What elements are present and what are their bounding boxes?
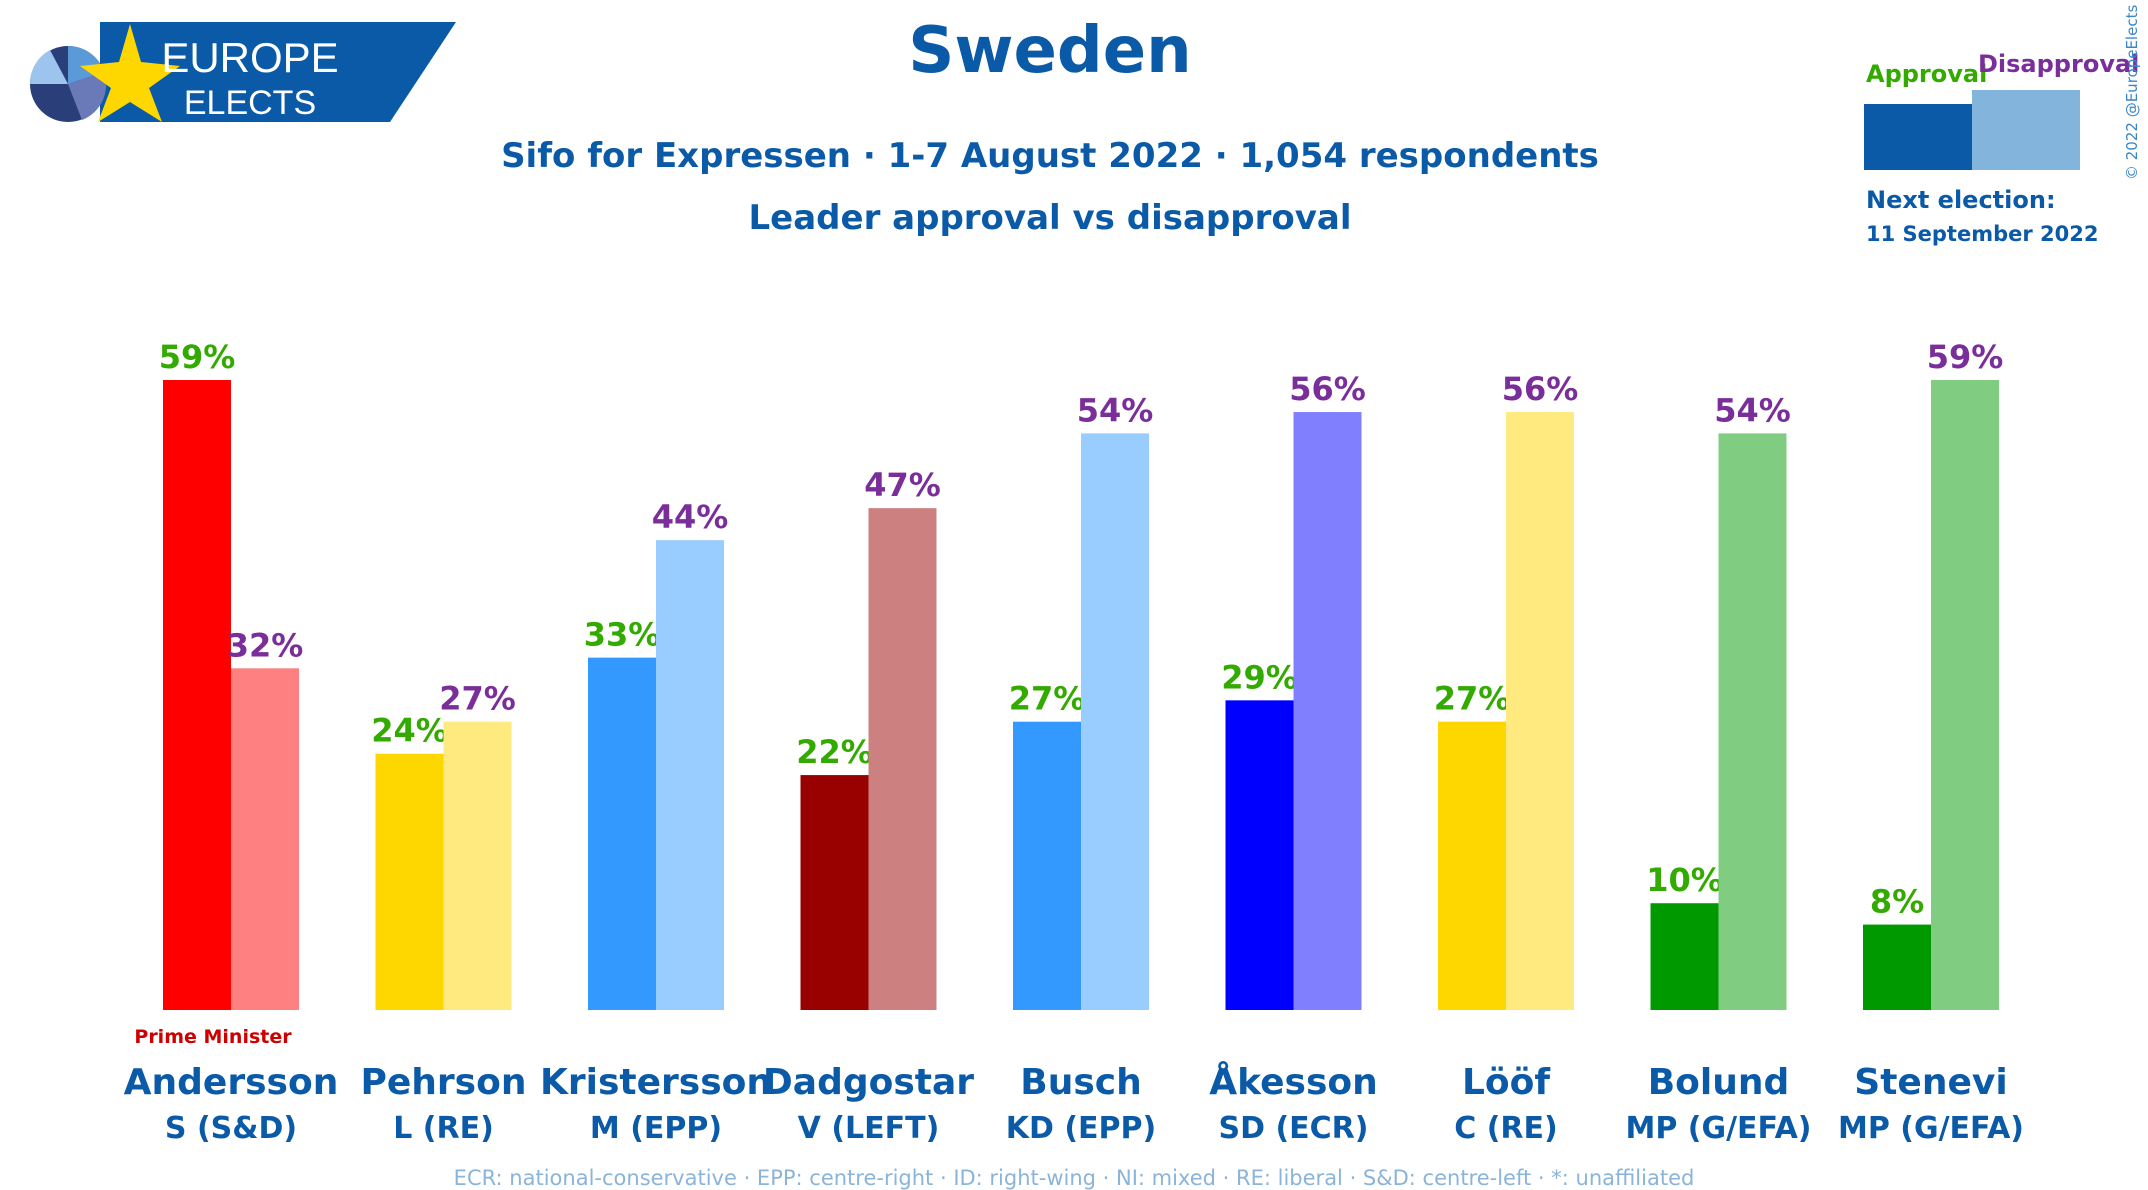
approval-bar xyxy=(800,775,869,1010)
leader-name-label: Kristersson xyxy=(540,1062,772,1103)
party-label: SD (ECR) xyxy=(1219,1111,1369,1146)
disapproval-bar xyxy=(1718,433,1787,1010)
party-group-footnote: ECR: national-conservative · EPP: centre… xyxy=(453,1166,1695,1190)
disapproval-value-label: 56% xyxy=(1502,370,1579,408)
disapproval-bar xyxy=(1506,412,1574,1010)
disapproval-bar xyxy=(1081,433,1149,1010)
disapproval-value-label: 47% xyxy=(864,466,941,504)
leader-name-label: Bolund xyxy=(1648,1062,1790,1103)
approval-bar xyxy=(375,753,444,1010)
approval-value-label: 27% xyxy=(1009,680,1086,718)
disapproval-value-label: 44% xyxy=(652,498,729,536)
logo-star-icon xyxy=(80,24,180,122)
approval-bar xyxy=(1225,700,1294,1010)
logo-text-europe: EUROPE xyxy=(161,34,338,81)
approval-value-label: 24% xyxy=(371,712,448,750)
disapproval-bar xyxy=(231,668,299,1010)
leader-name-label: Dadgostar xyxy=(763,1062,974,1103)
approval-value-label: 10% xyxy=(1646,861,1723,899)
approval-bar xyxy=(163,380,231,1010)
leader-name-label: Lööf xyxy=(1462,1062,1550,1103)
party-label: MP (G/EFA) xyxy=(1838,1111,2024,1146)
approval-bar xyxy=(1650,903,1719,1010)
approval-bar xyxy=(588,657,656,1010)
disapproval-value-label: 56% xyxy=(1289,370,1366,408)
approval-value-label: 33% xyxy=(584,616,661,654)
party-label: KD (EPP) xyxy=(1006,1111,1156,1146)
legend-approval-swatch xyxy=(1864,104,1972,170)
disapproval-value-label: 54% xyxy=(1714,391,1791,429)
approval-bar xyxy=(1863,924,1931,1010)
approval-bar xyxy=(1438,721,1506,1010)
disapproval-bar xyxy=(1931,380,1999,1010)
party-label: C (RE) xyxy=(1454,1111,1557,1146)
next-election-label: Next election: xyxy=(1866,186,2056,214)
approval-value-label: 59% xyxy=(159,338,236,376)
prime-minister-annotation: Prime Minister xyxy=(134,1026,292,1048)
leader-name-label: Pehrson xyxy=(361,1062,527,1103)
copyright-notice: © 2022 @EuropeElects xyxy=(2123,4,2141,180)
approval-value-label: 8% xyxy=(1870,883,1924,921)
page-title: Sweden xyxy=(908,14,1192,88)
approval-bar xyxy=(1013,721,1081,1010)
leader-name-label: Åkesson xyxy=(1209,1061,1377,1103)
leader-name-label: Busch xyxy=(1020,1062,1141,1103)
next-election-date: 11 September 2022 xyxy=(1866,222,2099,246)
disapproval-bar xyxy=(656,540,724,1010)
disapproval-bar xyxy=(443,721,512,1010)
party-label: V (LEFT) xyxy=(798,1111,940,1146)
disapproval-value-label: 32% xyxy=(227,626,304,664)
party-label: S (S&D) xyxy=(165,1111,297,1146)
chart-legend: Approval Disapproval xyxy=(1860,48,2139,268)
legend-disapproval-label: Disapproval xyxy=(1978,50,2140,78)
approval-value-label: 27% xyxy=(1434,680,1511,718)
poll-subtitle: Sifo for Expressen · 1-7 August 2022 · 1… xyxy=(501,136,1599,176)
disapproval-bar xyxy=(868,508,937,1010)
approval-value-label: 29% xyxy=(1221,658,1298,696)
disapproval-bar xyxy=(1293,412,1362,1010)
approval-value-label: 22% xyxy=(796,733,873,771)
leader-name-label: Andersson xyxy=(124,1062,339,1103)
party-label: MP (G/EFA) xyxy=(1625,1111,1811,1146)
leader-name-label: Stenevi xyxy=(1854,1062,2007,1103)
party-label: M (EPP) xyxy=(590,1111,722,1146)
chart-subtitle: Leader approval vs disapproval xyxy=(748,198,1352,238)
disapproval-value-label: 59% xyxy=(1927,338,2004,376)
disapproval-value-label: 54% xyxy=(1077,391,1154,429)
europe-elects-logo: EUROPE ELECTS xyxy=(29,22,456,122)
legend-approval-label: Approval xyxy=(1866,60,1988,88)
disapproval-value-label: 27% xyxy=(439,680,516,718)
party-label: L (RE) xyxy=(393,1111,494,1146)
logo-text-elects: ELECTS xyxy=(184,84,316,122)
legend-disapproval-swatch xyxy=(1972,90,2080,170)
